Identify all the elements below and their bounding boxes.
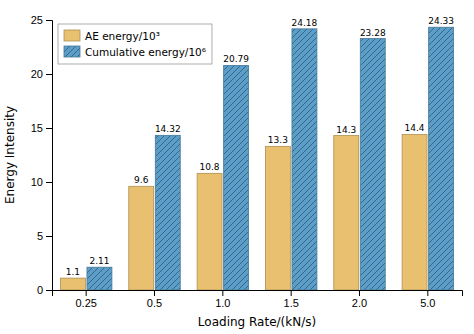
data-label: 14.4 [405, 123, 425, 133]
x-tick-label: 0.25 [75, 297, 96, 309]
data-label: 9.6 [134, 175, 149, 185]
bar [292, 29, 317, 290]
y-tick: 0 [37, 284, 52, 296]
legend-item: AE energy/10³ [64, 30, 160, 42]
y-axis: 0 5 10 15 20 25 [31, 14, 53, 296]
bar [360, 39, 385, 290]
x-tick-label: 1.0 [215, 297, 230, 309]
y-tick: 20 [31, 68, 52, 80]
x-axis-title: Loading Rate/(kN/s) [198, 315, 316, 329]
x-axis-line [53, 291, 463, 297]
data-label: 14.32 [155, 124, 181, 134]
y-tick-label: 15 [31, 122, 43, 134]
legend-item: Cumulative energy/10⁶ [64, 46, 206, 58]
y-tick: 25 [31, 14, 52, 26]
data-label: 2.11 [89, 256, 109, 266]
data-label: 24.33 [428, 16, 454, 26]
y-axis-title: Energy Intensity [3, 106, 17, 204]
data-label: 10.8 [200, 162, 220, 172]
chart: 05101520250.250.51.01.52.05.01.19.610.81… [0, 0, 474, 334]
data-label: 13.3 [268, 135, 288, 145]
legend-swatch [64, 30, 80, 41]
x-tick-label: 5.0 [420, 297, 435, 309]
bars [60, 27, 453, 290]
data-label: 14.3 [336, 125, 356, 135]
data-labels: 1.1 9.6 10.8 13.3 14.3 14.4 2.11 14.32 20.79 24.1… [66, 16, 454, 277]
bar [224, 65, 249, 290]
legend-frame [58, 24, 212, 64]
x-tick-mark [427, 290, 428, 296]
legend-swatch [64, 46, 80, 57]
data-label: 20.79 [223, 54, 249, 64]
bar [129, 186, 154, 290]
plot: 05101520250.250.51.01.52.05.01.19.610.81… [31, 14, 463, 309]
x-tick: 0.25 [75, 290, 96, 309]
y-tick-label: 20 [31, 68, 43, 80]
y-tick-label: 0 [37, 284, 43, 296]
x-tick: 0.5 [147, 290, 162, 309]
x-tick-mark [86, 290, 87, 296]
y-tick-label: 5 [37, 230, 43, 242]
data-label: 23.28 [360, 28, 386, 38]
y-axis-line [46, 21, 53, 291]
data-label: 1.1 [66, 267, 80, 277]
y-tick: 15 [31, 122, 52, 134]
x-tick: 1.5 [284, 290, 299, 309]
bar [155, 135, 180, 290]
x-tick-label: 2.0 [352, 297, 367, 309]
legend-label: AE energy/10³ [85, 30, 160, 42]
bar [60, 278, 85, 290]
x-tick-mark [359, 290, 360, 296]
y-tick-label: 10 [31, 176, 43, 188]
x-axis: 0.25 0.5 1.0 1.5 2.0 5.0 [53, 290, 463, 309]
data-label: 24.18 [292, 18, 318, 28]
x-tick-mark [154, 290, 155, 296]
legend-label: Cumulative energy/10⁶ [85, 46, 206, 58]
y-tick-mark [46, 182, 52, 183]
bar [197, 173, 222, 290]
y-tick-mark [46, 290, 52, 291]
x-tick: 5.0 [420, 290, 435, 309]
y-tick-mark [46, 74, 52, 75]
bar [402, 134, 427, 290]
y-tick-mark [46, 20, 52, 21]
x-tick: 1.0 [215, 290, 230, 309]
bar [429, 27, 454, 290]
bar [265, 146, 290, 290]
x-tick: 2.0 [352, 290, 367, 309]
y-tick: 5 [37, 230, 52, 242]
y-tick-mark [46, 128, 52, 129]
bar [87, 267, 112, 290]
x-tick-mark [222, 290, 223, 296]
y-tick-mark [46, 236, 52, 237]
legend: AE energy/10³ Cumulative energy/10⁶ [58, 24, 212, 64]
x-tick-label: 0.5 [147, 297, 162, 309]
bar [334, 136, 359, 290]
x-tick-label: 1.5 [284, 297, 299, 309]
y-tick-label: 25 [31, 14, 43, 26]
y-tick: 10 [31, 176, 52, 188]
x-tick-mark [291, 290, 292, 296]
